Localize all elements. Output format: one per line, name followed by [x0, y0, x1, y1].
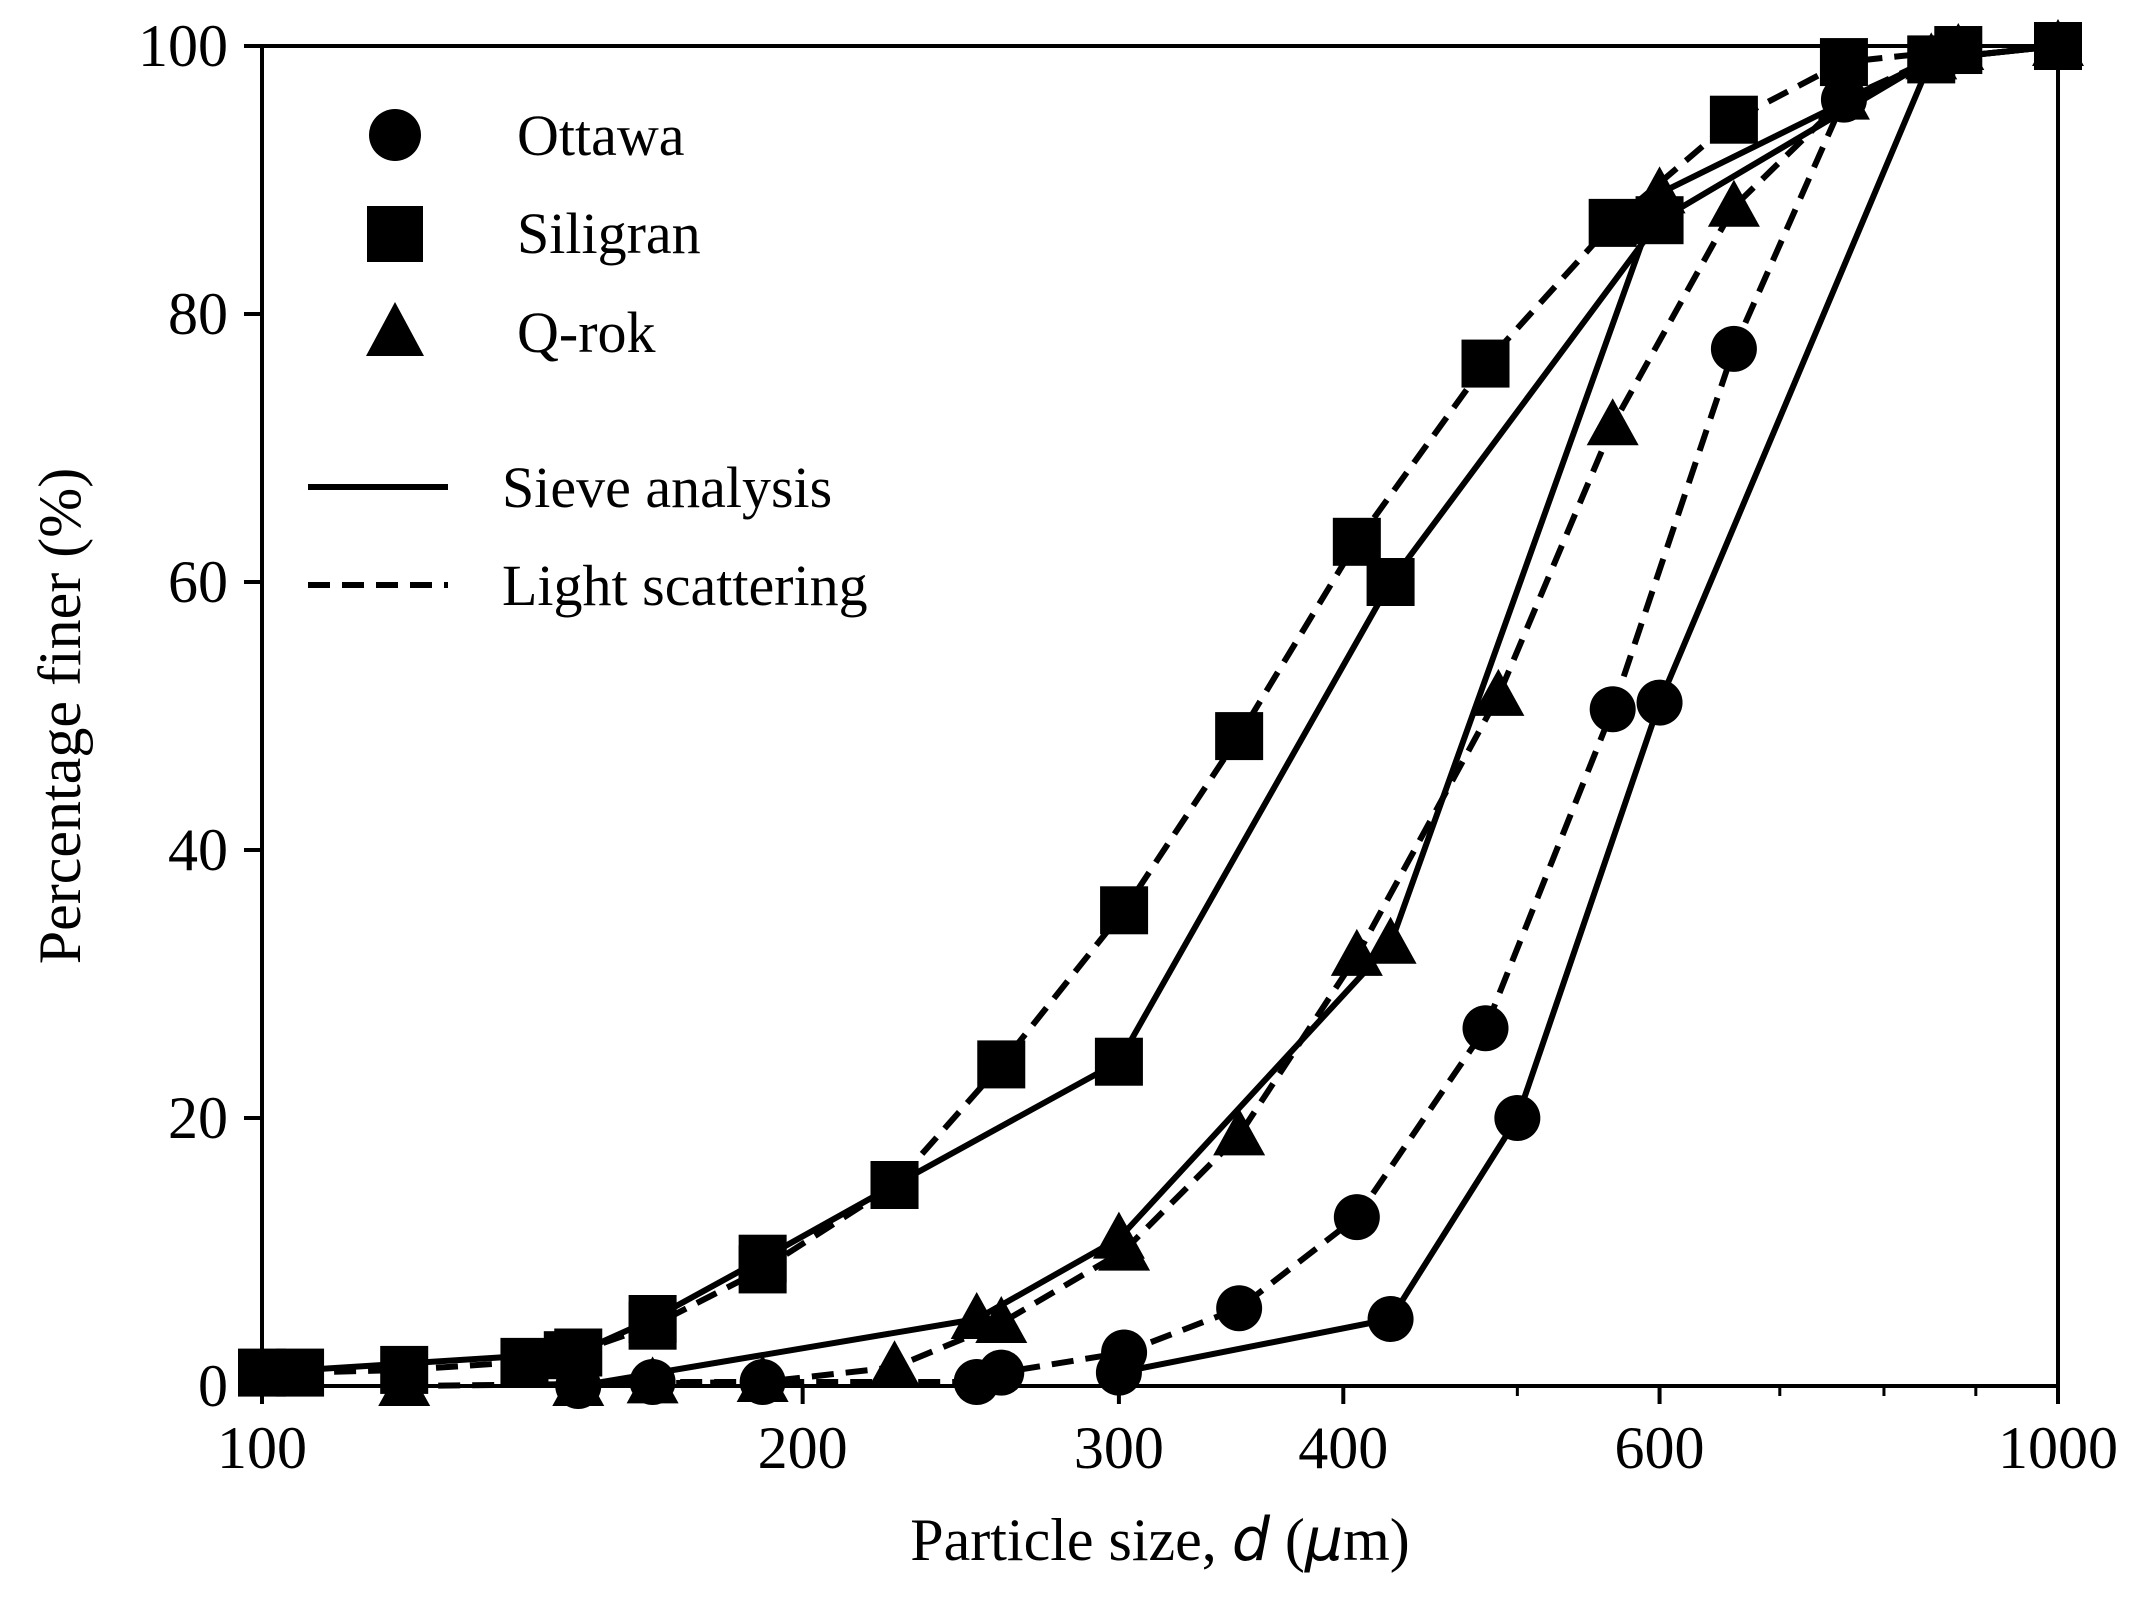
axis-ticks [244, 44, 2060, 1404]
point-siligran-light-scattering [1588, 198, 1637, 247]
y-tick-label: 0 [198, 1353, 228, 1419]
point-q-rok-light-scattering [975, 1296, 1028, 1344]
point-q-rok-light-scattering [1586, 398, 1639, 446]
point-siligran-light-scattering [1215, 712, 1264, 761]
legend-label-sieve-analysis: Sieve analysis [502, 455, 832, 520]
point-ottawa-sieve-analysis [1494, 1095, 1541, 1141]
point-ottawa-light-scattering [1462, 1005, 1509, 1052]
point-siligran-light-scattering [500, 1337, 549, 1386]
legend-label-light-scattering: Light scattering [502, 553, 868, 618]
point-ottawa-light-scattering [978, 1349, 1025, 1396]
point-ottawa-sieve-analysis [1367, 1296, 1414, 1342]
legend: Ottawa Siligran Q-rok Sieve analysis Lig… [308, 103, 868, 618]
point-siligran-light-scattering [276, 1348, 325, 1397]
series-markers [238, 19, 2084, 1409]
point-siligran-light-scattering [1709, 95, 1758, 144]
y-tick-label: 100 [138, 13, 228, 79]
legend-label-siligran: Siligran [517, 201, 701, 266]
point-q-rok-light-scattering [736, 1354, 789, 1402]
point-q-rok-light-scattering [378, 1359, 431, 1406]
x-axis-title: Particle size, d (μm) [910, 1505, 1409, 1575]
axis-tick-labels: 100 200 300 400 600 1000 0 20 40 60 80 100 [138, 13, 2118, 1481]
point-ottawa-light-scattering [1710, 325, 1757, 372]
point-ottawa-sieve-analysis [1636, 679, 1683, 726]
point-q-rok-light-scattering [1707, 179, 1760, 227]
legend-marker-siligran [367, 206, 423, 262]
y-tick-label: 20 [168, 1085, 228, 1151]
y-axis-title: Percentage finer (%) [27, 468, 93, 964]
legend-marker-q-rok [366, 302, 424, 356]
x-tick-label: 400 [1298, 1415, 1388, 1481]
y-tick-label: 60 [168, 549, 228, 615]
legend-label-ottawa: Ottawa [517, 103, 685, 168]
point-q-rok-sieve-analysis [552, 1359, 605, 1406]
point-q-rok-sieve-analysis [2032, 19, 2084, 66]
x-tick-label: 200 [758, 1415, 848, 1481]
line-ottawa-sieve-analysis [1118, 43, 2059, 1376]
x-tick-label: 300 [1074, 1415, 1164, 1481]
point-siligran-light-scattering [1461, 339, 1510, 388]
point-siligran-sieve-analysis [1094, 1037, 1143, 1086]
x-tick-label: 600 [1615, 1415, 1705, 1481]
y-tick-label: 80 [168, 281, 228, 347]
point-siligran-sieve-analysis [1366, 558, 1415, 606]
x-tick-label: 100 [217, 1415, 307, 1481]
plot-frame [260, 44, 2060, 1388]
legend-label-q-rok: Q-rok [517, 300, 656, 365]
x-tick-label: 1000 [1998, 1415, 2118, 1481]
point-siligran-light-scattering [738, 1245, 787, 1294]
point-q-rok-light-scattering [868, 1340, 921, 1388]
point-ottawa-light-scattering [1216, 1285, 1263, 1332]
point-q-rok-light-scattering [1098, 1223, 1151, 1271]
point-q-rok-light-scattering [1472, 668, 1525, 716]
point-siligran-light-scattering [628, 1301, 677, 1350]
point-siligran-light-scattering [977, 1040, 1026, 1089]
point-ottawa-light-scattering [1589, 686, 1636, 733]
point-siligran-light-scattering [1100, 886, 1149, 935]
point-ottawa-light-scattering [1333, 1194, 1380, 1241]
point-q-rok-light-scattering [1817, 72, 1870, 120]
point-q-rok-light-scattering [1213, 1108, 1266, 1156]
point-q-rok-sieve-analysis [1633, 166, 1686, 214]
point-siligran-light-scattering [1332, 517, 1381, 566]
point-q-rok-sieve-analysis [1364, 916, 1417, 964]
point-q-rok-light-scattering [626, 1356, 679, 1404]
point-siligran-light-scattering [870, 1161, 919, 1209]
y-tick-label: 40 [168, 817, 228, 883]
point-ottawa-light-scattering [1101, 1329, 1148, 1376]
point-q-rok-light-scattering [1330, 928, 1383, 976]
legend-marker-ottawa [369, 109, 421, 161]
